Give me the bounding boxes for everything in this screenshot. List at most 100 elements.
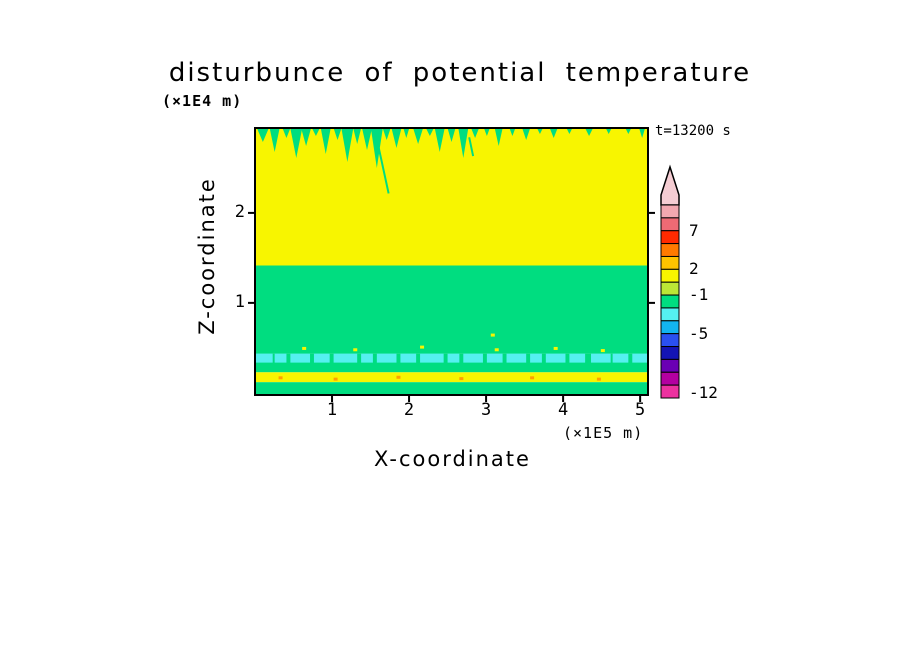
colorbar-label: 7 <box>689 220 699 240</box>
cyan-dash <box>506 353 527 363</box>
top-spike <box>425 128 434 136</box>
y-tick-label: 1 <box>234 291 245 312</box>
orange-speck <box>333 377 338 381</box>
orange-speck <box>459 377 464 381</box>
colorbar-segment <box>660 346 680 360</box>
top-spike <box>639 128 646 138</box>
top-spike <box>370 128 383 168</box>
x-tick-label: 2 <box>403 400 415 420</box>
colorbar-label: 2 <box>689 259 699 279</box>
top-spike <box>536 128 543 134</box>
cyan-dash <box>486 353 503 363</box>
cyan-dash <box>545 353 566 363</box>
colorbar-segment <box>660 281 680 296</box>
cyan-dash <box>420 353 444 363</box>
colorbar-segment <box>660 307 680 322</box>
colorbar-label: -12 <box>689 383 718 403</box>
top-spike <box>362 128 373 150</box>
cyan-dash <box>274 353 287 363</box>
colorbar-arrow <box>660 164 680 206</box>
top-spike <box>605 128 612 134</box>
cyan-dash <box>361 353 373 363</box>
chart-title: disturbunce of potential temperature <box>168 58 752 88</box>
streak <box>377 147 390 194</box>
colorbar-segment <box>660 255 680 270</box>
colorbar-label: -1 <box>689 285 709 305</box>
band-mid-green <box>255 265 648 354</box>
x-axis-units: (×1E5 m) <box>563 424 644 442</box>
streak <box>468 137 475 157</box>
plot-frame <box>254 127 649 396</box>
y-axis-title: Z-coordinate <box>195 177 219 335</box>
cyan-dash <box>333 353 358 363</box>
yellow-speck <box>302 346 307 350</box>
yellow-speck <box>353 348 358 352</box>
top-spike <box>403 128 410 138</box>
orange-speck <box>596 377 601 381</box>
colorbar-segment <box>660 384 680 399</box>
colorbar-segment <box>660 243 680 257</box>
cyan-dash <box>313 353 330 363</box>
cyan-dash <box>290 353 311 363</box>
orange-speck <box>530 376 535 380</box>
band-bottom-green <box>255 382 648 395</box>
cyan-dash <box>376 353 397 363</box>
x-tick-label: 1 <box>326 400 338 420</box>
contour-field <box>255 128 648 395</box>
band-upper-yellow <box>255 128 648 266</box>
yellow-speck <box>490 333 495 337</box>
orange-speck <box>396 375 401 379</box>
cyan-dash <box>569 353 586 363</box>
colorbar-segment <box>660 217 680 232</box>
colorbar-segment <box>660 230 680 245</box>
top-spike <box>434 128 445 152</box>
top-spike <box>341 128 354 162</box>
colorbar-segment <box>660 268 680 283</box>
cyan-dash <box>612 353 629 363</box>
colorbar-segment <box>660 358 680 373</box>
yellow-speck <box>600 349 605 353</box>
top-spike <box>382 128 391 140</box>
colorbar-segment <box>660 333 680 348</box>
cyan-dash <box>632 353 648 363</box>
cyan-dash <box>463 353 483 363</box>
top-spike <box>353 128 362 144</box>
colorbar-segment <box>660 371 680 386</box>
top-spike <box>471 128 480 138</box>
yellow-speck <box>553 346 558 350</box>
top-spike <box>269 128 280 152</box>
top-spike <box>585 128 594 136</box>
cyan-dash <box>530 353 542 363</box>
top-spike <box>391 128 402 148</box>
colorbar-segment <box>660 320 680 335</box>
x-tick-label: 4 <box>557 400 569 420</box>
yellow-speck <box>420 345 425 349</box>
top-spike <box>509 128 516 136</box>
top-spike <box>301 128 312 146</box>
cyan-dash <box>447 353 460 363</box>
cyan-dash <box>591 353 611 363</box>
top-spike <box>282 128 291 138</box>
orange-speck <box>278 376 283 380</box>
timestamp-label: t=13200 s <box>655 123 731 139</box>
top-spike <box>413 128 424 144</box>
top-spike <box>566 128 573 134</box>
top-spike <box>522 128 531 140</box>
y-axis-units: (×1E4 m) <box>162 92 243 110</box>
x-tick-label: 3 <box>480 400 492 420</box>
top-spike <box>483 128 490 136</box>
top-spike <box>549 128 558 138</box>
y-tick-label: 2 <box>234 201 245 222</box>
top-spike <box>458 128 469 158</box>
top-spike <box>256 128 269 142</box>
yellow-speck <box>494 348 499 352</box>
top-spike <box>333 128 342 140</box>
top-spike <box>494 128 503 146</box>
x-axis-title: X-coordinate <box>374 447 531 471</box>
colorbar-segment <box>660 204 680 219</box>
top-spike <box>447 128 456 142</box>
top-spike <box>320 128 331 154</box>
colorbar-segment <box>660 294 680 309</box>
